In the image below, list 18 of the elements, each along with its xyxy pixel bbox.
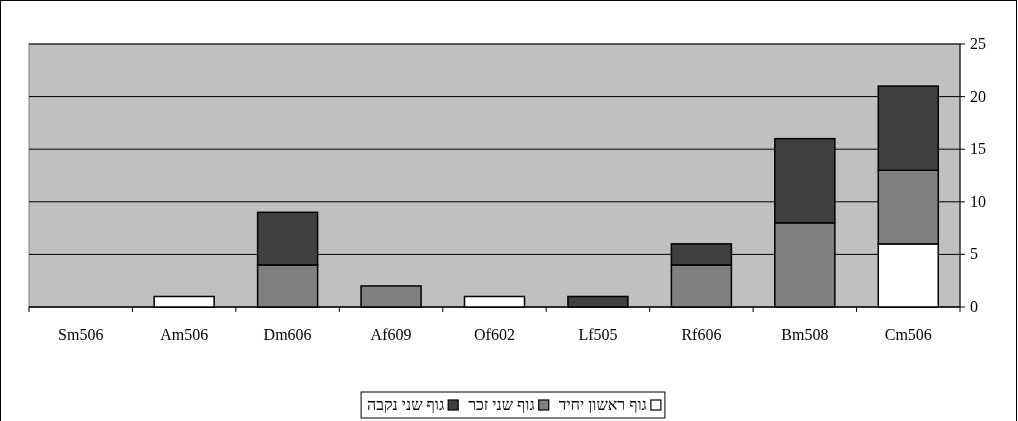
- y-tick-label: 5: [970, 245, 978, 263]
- x-tick-label: Dm606: [263, 326, 312, 343]
- x-tick-label: Am506: [160, 326, 209, 343]
- x-tick-label: Cm506: [884, 326, 932, 343]
- y-tick-label: 25: [970, 35, 986, 52]
- y-tick-label: 15: [970, 140, 986, 158]
- legend-label: גוף ראשון יחיד: [558, 396, 647, 413]
- x-tick-label: Bm508: [781, 326, 829, 343]
- legend-label: גוף שני זכר: [468, 396, 535, 413]
- y-tick-label: 20: [970, 87, 986, 105]
- y-tick-label: 0: [970, 298, 978, 315]
- x-tick-label: Of602: [474, 326, 515, 343]
- x-tick-label: Af609: [370, 326, 412, 343]
- x-tick-label: Lf505: [578, 326, 618, 343]
- legend-label: גוף שני נקבה: [367, 396, 445, 413]
- y-tick-label: 10: [970, 192, 986, 210]
- x-tick-label: Rf606: [681, 326, 722, 343]
- x-tick-label: Sm506: [58, 326, 104, 343]
